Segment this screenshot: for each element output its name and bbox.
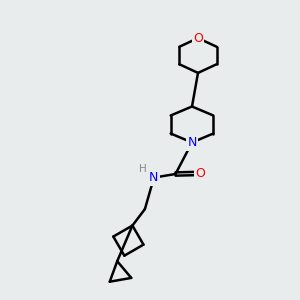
Text: O: O <box>193 32 203 45</box>
Text: N: N <box>149 171 159 184</box>
Text: H: H <box>139 164 146 174</box>
Text: N: N <box>187 136 197 149</box>
Text: O: O <box>195 167 205 180</box>
